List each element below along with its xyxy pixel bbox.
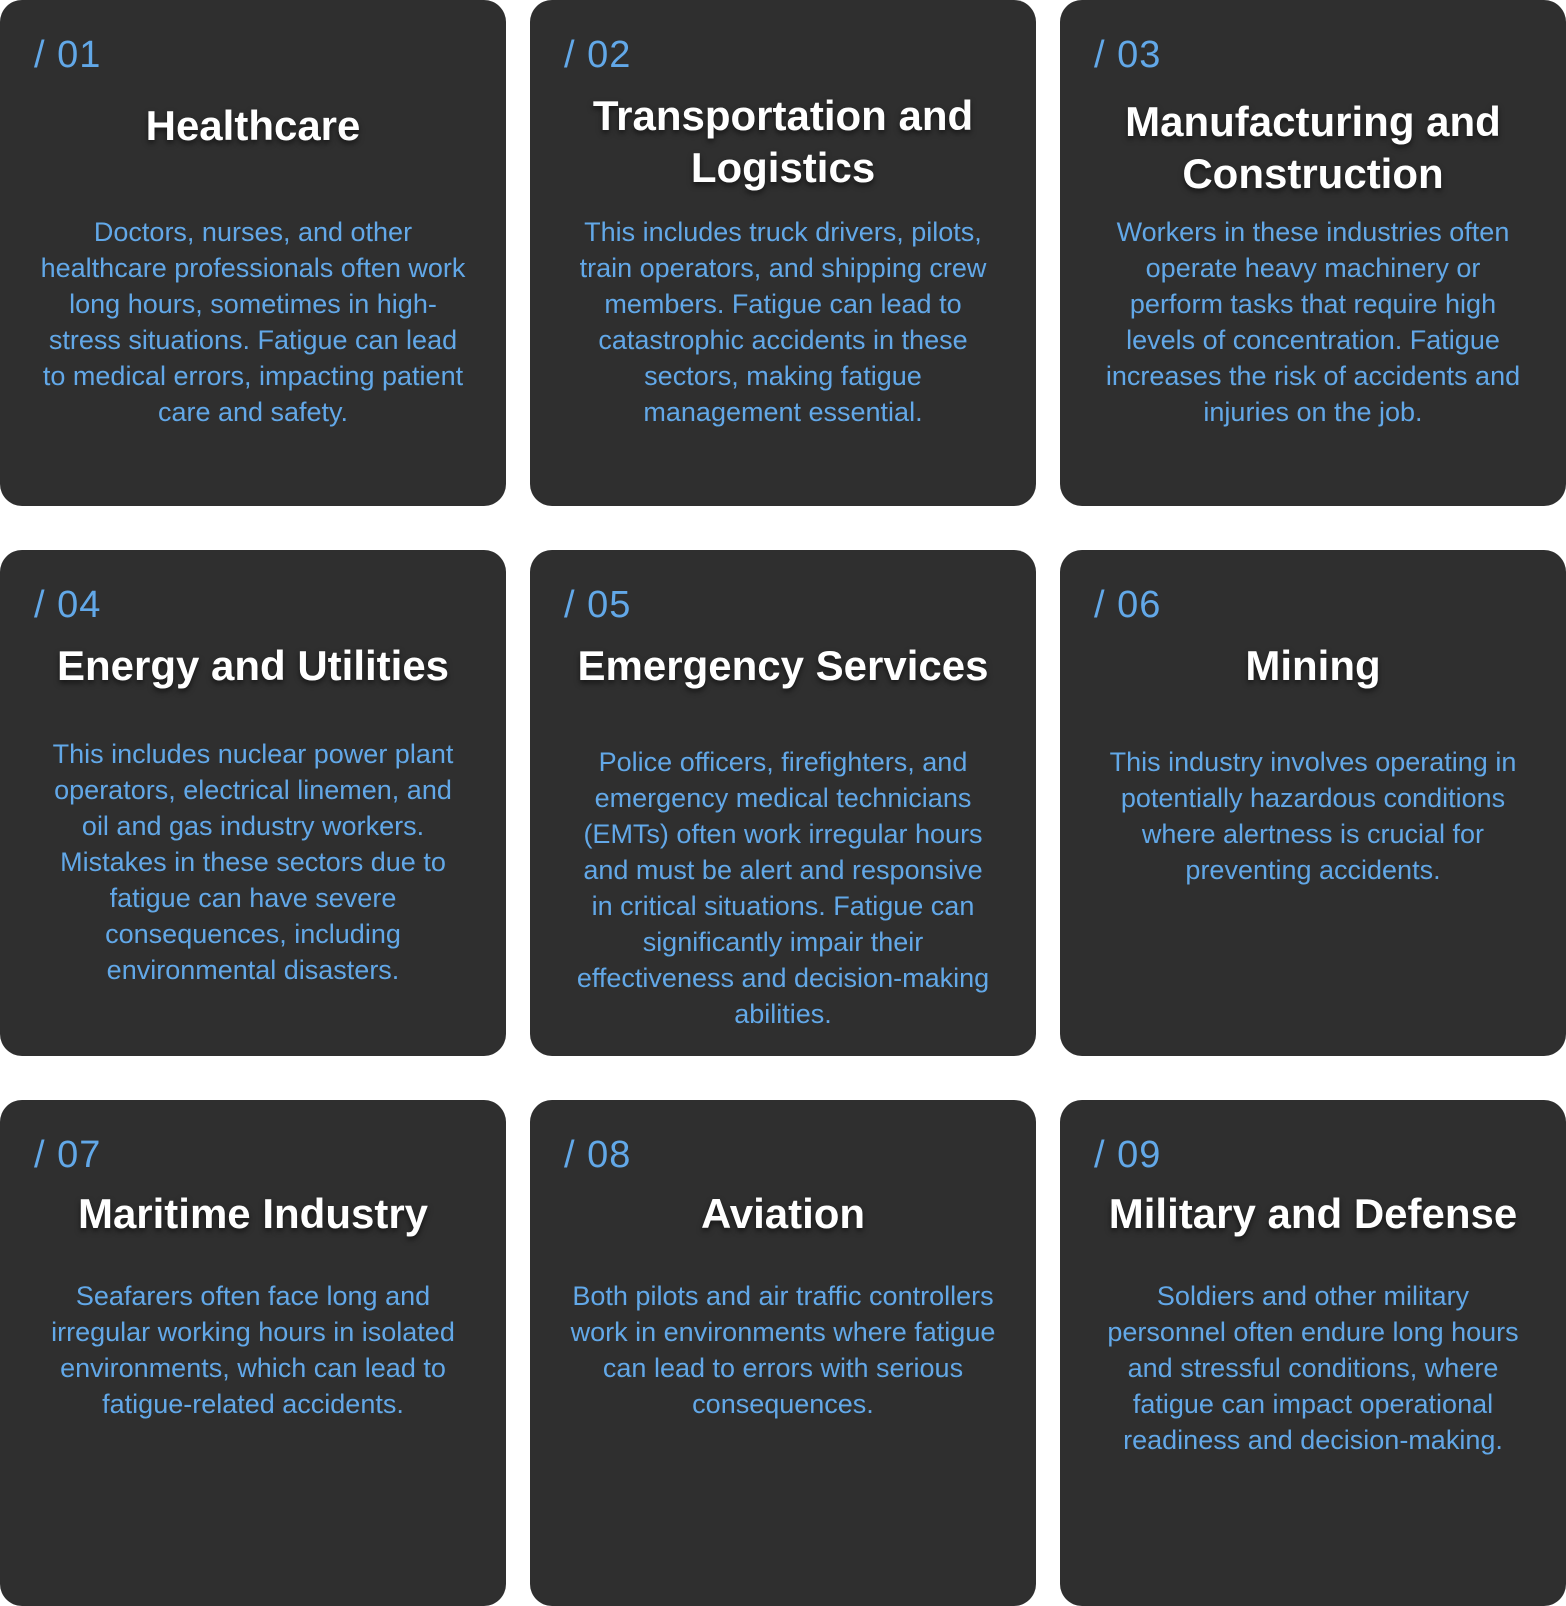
industry-card-aviation: / 08 Aviation Both pilots and air traffi… bbox=[530, 1100, 1036, 1606]
industry-card-energy: / 04 Energy and Utilities This includes … bbox=[0, 550, 506, 1056]
industry-card-healthcare: / 01 Healthcare Doctors, nurses, and oth… bbox=[0, 0, 506, 506]
card-description: This includes nuclear power plant operat… bbox=[52, 739, 454, 985]
card-title: Maritime Industry bbox=[77, 1190, 429, 1237]
card-title: Healthcare bbox=[145, 102, 361, 149]
card-number: / 04 bbox=[34, 584, 102, 626]
industry-card-military: / 09 Military and Defense Soldiers and o… bbox=[1060, 1100, 1566, 1606]
card-description: This includes truck drivers, pilots, tra… bbox=[579, 217, 987, 427]
card-number: / 02 bbox=[564, 34, 632, 76]
card-description: This industry involves operating in pote… bbox=[1109, 747, 1517, 885]
industry-card-maritime: / 07 Maritime Industry Seafarers often f… bbox=[0, 1100, 506, 1606]
card-description: Seafarers often face long and irregular … bbox=[51, 1281, 455, 1419]
card-number: / 03 bbox=[1094, 34, 1162, 76]
industry-card-mining: / 06 Mining This industry involves opera… bbox=[1060, 550, 1566, 1056]
card-title: Aviation bbox=[700, 1190, 866, 1237]
card-number: / 05 bbox=[564, 584, 632, 626]
card-number: / 07 bbox=[34, 1134, 102, 1176]
card-description: Both pilots and air traffic controllers … bbox=[570, 1281, 996, 1419]
card-title: Military and Defense bbox=[1108, 1190, 1518, 1237]
card-description: Police officers, firefighters, and emerg… bbox=[576, 747, 990, 1029]
card-description: Soldiers and other military personnel of… bbox=[1107, 1281, 1519, 1455]
industry-card-manufacturing: / 03 Manufacturing and Construction Work… bbox=[1060, 0, 1566, 506]
card-title: Emergency Services bbox=[577, 642, 989, 689]
card-number: / 01 bbox=[34, 34, 102, 76]
card-number: / 06 bbox=[1094, 584, 1162, 626]
card-title: Energy and Utilities bbox=[56, 642, 450, 689]
card-number: / 08 bbox=[564, 1134, 632, 1176]
industry-card-transportation: / 02 Transportation and Logistics This i… bbox=[530, 0, 1036, 506]
card-title: Manufacturing and Construction bbox=[1125, 98, 1501, 197]
industry-card-emergency-services: / 05 Emergency Services Police officers,… bbox=[530, 550, 1036, 1056]
card-number: / 09 bbox=[1094, 1134, 1162, 1176]
card-title: Mining bbox=[1245, 642, 1381, 689]
card-description: Doctors, nurses, and other healthcare pr… bbox=[40, 217, 466, 427]
card-title: Transportation and Logistics bbox=[592, 92, 974, 191]
card-description: Workers in these industries often operat… bbox=[1105, 217, 1521, 427]
